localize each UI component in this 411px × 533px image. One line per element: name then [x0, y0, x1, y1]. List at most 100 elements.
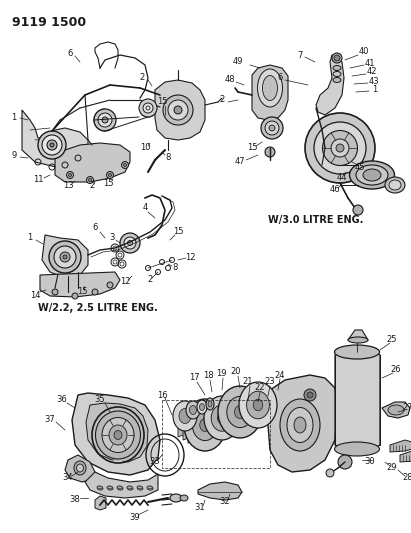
Ellipse shape	[307, 392, 313, 398]
Ellipse shape	[54, 246, 76, 268]
Text: 39: 39	[130, 513, 140, 522]
Ellipse shape	[47, 140, 57, 150]
Text: 34: 34	[63, 473, 73, 482]
Ellipse shape	[74, 461, 86, 475]
Text: 42: 42	[367, 68, 377, 77]
Ellipse shape	[72, 293, 78, 299]
Text: 40: 40	[359, 47, 369, 56]
Ellipse shape	[102, 117, 108, 123]
Ellipse shape	[388, 405, 404, 415]
Ellipse shape	[335, 442, 379, 456]
Ellipse shape	[170, 494, 182, 502]
Ellipse shape	[287, 408, 313, 442]
Text: 2: 2	[148, 276, 152, 285]
Text: 24: 24	[275, 370, 285, 379]
Text: 9119 1500: 9119 1500	[12, 16, 86, 29]
Ellipse shape	[109, 174, 111, 176]
Text: 29: 29	[387, 464, 397, 472]
Text: 38: 38	[69, 496, 81, 505]
Ellipse shape	[38, 131, 66, 159]
Ellipse shape	[173, 401, 197, 431]
Ellipse shape	[314, 122, 366, 174]
Ellipse shape	[200, 418, 210, 432]
Text: 26: 26	[391, 366, 401, 375]
Text: 9: 9	[12, 150, 16, 159]
Text: 15: 15	[247, 143, 257, 152]
Text: 45: 45	[355, 164, 365, 173]
Ellipse shape	[227, 397, 253, 427]
Ellipse shape	[137, 486, 143, 490]
Ellipse shape	[179, 408, 191, 424]
Polygon shape	[400, 450, 411, 462]
Ellipse shape	[204, 396, 240, 440]
Text: 8: 8	[172, 263, 178, 272]
Ellipse shape	[336, 144, 344, 152]
Text: 13: 13	[63, 181, 73, 190]
Ellipse shape	[353, 205, 363, 215]
Ellipse shape	[261, 117, 283, 139]
Ellipse shape	[86, 176, 93, 183]
Ellipse shape	[363, 169, 381, 181]
Ellipse shape	[107, 486, 113, 490]
Text: 44: 44	[337, 174, 347, 182]
Text: 21: 21	[243, 377, 253, 386]
Ellipse shape	[304, 389, 316, 401]
Ellipse shape	[269, 125, 275, 131]
Ellipse shape	[197, 400, 207, 414]
Ellipse shape	[323, 131, 358, 166]
Text: 12: 12	[185, 253, 195, 262]
Text: 20: 20	[231, 367, 241, 376]
Text: 27: 27	[403, 403, 411, 413]
Text: W/3.0 LITRE ENG.: W/3.0 LITRE ENG.	[268, 215, 363, 225]
Text: 22: 22	[255, 384, 265, 392]
Text: 49: 49	[233, 58, 243, 67]
Polygon shape	[95, 496, 106, 510]
Ellipse shape	[389, 180, 401, 190]
Ellipse shape	[67, 172, 74, 179]
Text: 35: 35	[95, 395, 105, 405]
Ellipse shape	[88, 179, 92, 182]
Text: 31: 31	[195, 504, 206, 513]
Ellipse shape	[294, 417, 306, 433]
Ellipse shape	[163, 95, 193, 125]
Ellipse shape	[76, 464, 83, 472]
Ellipse shape	[63, 255, 67, 259]
Ellipse shape	[95, 411, 141, 459]
Ellipse shape	[258, 69, 282, 107]
Ellipse shape	[208, 401, 212, 407]
Polygon shape	[183, 428, 191, 440]
Text: 10: 10	[140, 143, 150, 152]
Text: 23: 23	[265, 377, 275, 386]
Text: 15: 15	[103, 179, 113, 188]
Text: 2: 2	[89, 182, 95, 190]
Polygon shape	[390, 440, 411, 452]
Polygon shape	[178, 425, 186, 437]
Ellipse shape	[280, 399, 320, 451]
Text: 18: 18	[203, 372, 213, 381]
Polygon shape	[72, 393, 160, 475]
Ellipse shape	[206, 398, 214, 410]
Ellipse shape	[106, 172, 113, 179]
Ellipse shape	[247, 391, 269, 419]
Ellipse shape	[94, 109, 116, 131]
Ellipse shape	[123, 164, 127, 166]
Polygon shape	[22, 110, 88, 168]
Ellipse shape	[331, 139, 349, 157]
Text: 3: 3	[109, 233, 115, 243]
Polygon shape	[316, 55, 344, 115]
Ellipse shape	[326, 469, 334, 477]
Ellipse shape	[217, 413, 226, 424]
Polygon shape	[85, 472, 158, 498]
Ellipse shape	[263, 76, 277, 101]
Polygon shape	[335, 348, 380, 452]
Ellipse shape	[265, 121, 279, 135]
Ellipse shape	[333, 66, 341, 70]
Ellipse shape	[189, 406, 196, 415]
Ellipse shape	[338, 455, 352, 469]
Ellipse shape	[253, 399, 263, 411]
Polygon shape	[86, 403, 148, 462]
Ellipse shape	[107, 282, 113, 288]
Ellipse shape	[239, 382, 277, 428]
Ellipse shape	[385, 177, 405, 193]
Ellipse shape	[356, 165, 388, 185]
